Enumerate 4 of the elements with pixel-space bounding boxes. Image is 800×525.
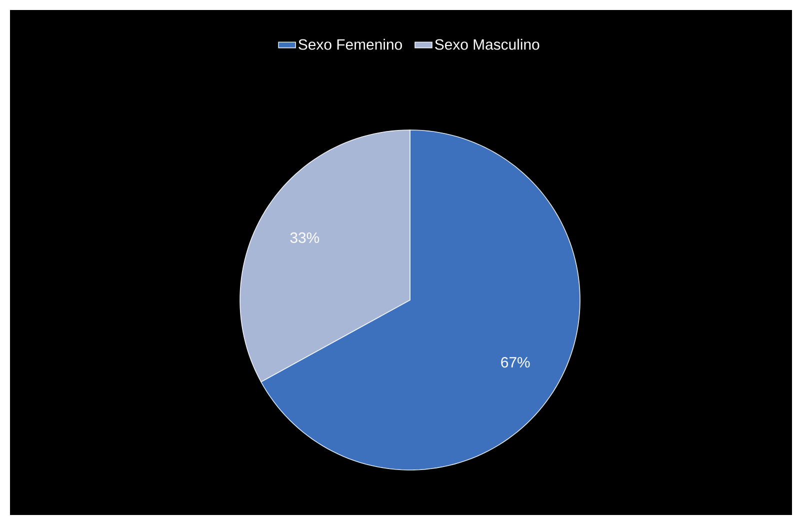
legend-label: Sexo Masculino: [435, 38, 540, 50]
data-label: 67%: [501, 356, 530, 368]
data-label: 33%: [290, 232, 320, 243]
legend-label: Sexo Femenino: [298, 38, 402, 50]
